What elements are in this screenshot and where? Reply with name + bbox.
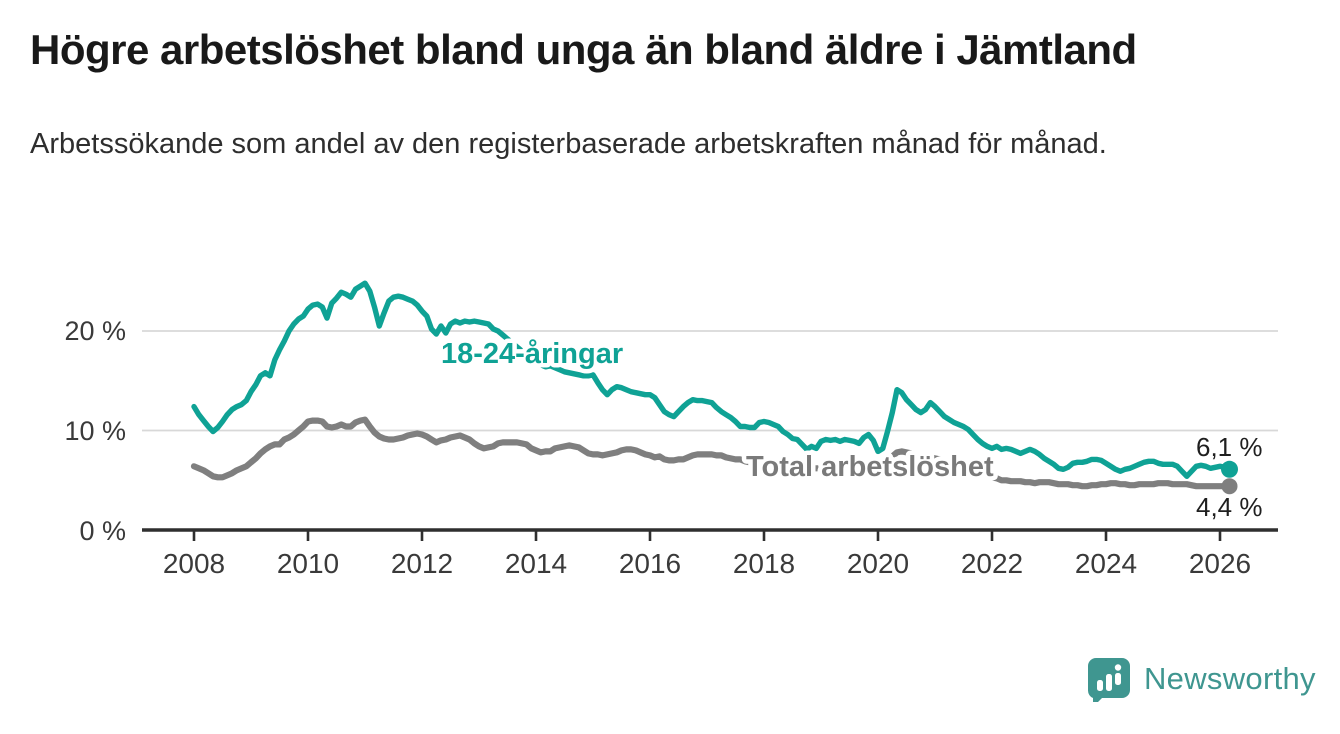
youth-line	[191, 280, 1233, 479]
chart-subtitle: Arbetssökande som andel av den registerb…	[30, 128, 1107, 160]
svg-text:2018: 2018	[733, 548, 795, 579]
svg-text:2010: 2010	[277, 548, 339, 579]
svg-text:2014: 2014	[505, 548, 567, 579]
youth-series-label: 18-24-åringar	[441, 338, 623, 370]
svg-text:2008: 2008	[163, 548, 225, 579]
svg-text:2024: 2024	[1075, 548, 1137, 579]
svg-text:2016: 2016	[619, 548, 681, 579]
x-axis-labels: 2008 2010 2012 2014 2016 2018 2020 2022 …	[163, 548, 1251, 579]
total-end-value: 4,4 %	[1196, 492, 1263, 522]
newsworthy-icon	[1088, 658, 1130, 702]
svg-text:2012: 2012	[391, 548, 453, 579]
svg-text:2020: 2020	[847, 548, 909, 579]
total-end-dot	[1221, 478, 1238, 495]
newsworthy-logo-text: Newsworthy	[1144, 661, 1316, 696]
svg-text:2022: 2022	[961, 548, 1023, 579]
newsworthy-logo: Newsworthy	[1086, 656, 1316, 702]
total-line	[190, 416, 1233, 490]
total-series-label: Total arbetslöshet	[746, 451, 994, 483]
svg-text:2026: 2026	[1189, 548, 1251, 579]
youth-end-value: 6,1 %	[1196, 432, 1263, 462]
x-axis-ticks	[192, 530, 1222, 541]
y-axis-label-10: 10 %	[64, 416, 126, 446]
y-axis-label-20: 20 %	[64, 316, 126, 346]
y-axis-label-0: 0 %	[79, 516, 126, 546]
youth-end-dot	[1221, 460, 1238, 478]
chart-title: Högre arbetslöshet bland unga än bland ä…	[30, 26, 1137, 73]
